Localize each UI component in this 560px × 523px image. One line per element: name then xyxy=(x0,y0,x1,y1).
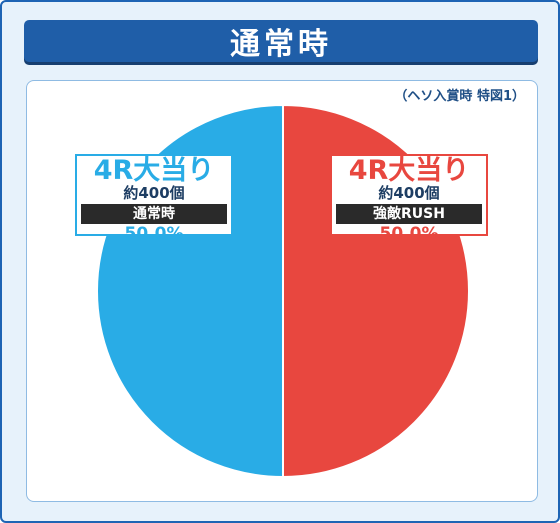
pie-chart xyxy=(96,103,470,479)
slice-label-title: 4R大当り xyxy=(348,155,470,186)
slice-label-normal: 4R大当り 約400個 通常時 50.0% xyxy=(75,154,233,243)
slice-label-title: 4R大当り xyxy=(93,155,215,186)
slice-label-mode: 強敵RUSH xyxy=(336,204,482,224)
slice-label-rush: 4R大当り 約400個 強敵RUSH 50.0% xyxy=(330,154,488,243)
chart-title: 通常時 xyxy=(230,27,332,62)
title-bar: 通常時 xyxy=(24,20,538,62)
slice-label-sub: 約400個 xyxy=(378,184,440,202)
slice-label-mode: 通常時 xyxy=(81,204,227,224)
chart-note: （ヘソ入賞時 特図1） xyxy=(394,89,525,104)
slice-label-sub: 約400個 xyxy=(123,184,185,202)
slice-label-percent: 50.0% xyxy=(379,224,439,244)
chart-panel: （ヘソ入賞時 特図1） 4R大当り 約400個 通常時 50.0% 4R大当り … xyxy=(26,80,538,502)
slice-label-percent: 50.0% xyxy=(124,224,184,244)
